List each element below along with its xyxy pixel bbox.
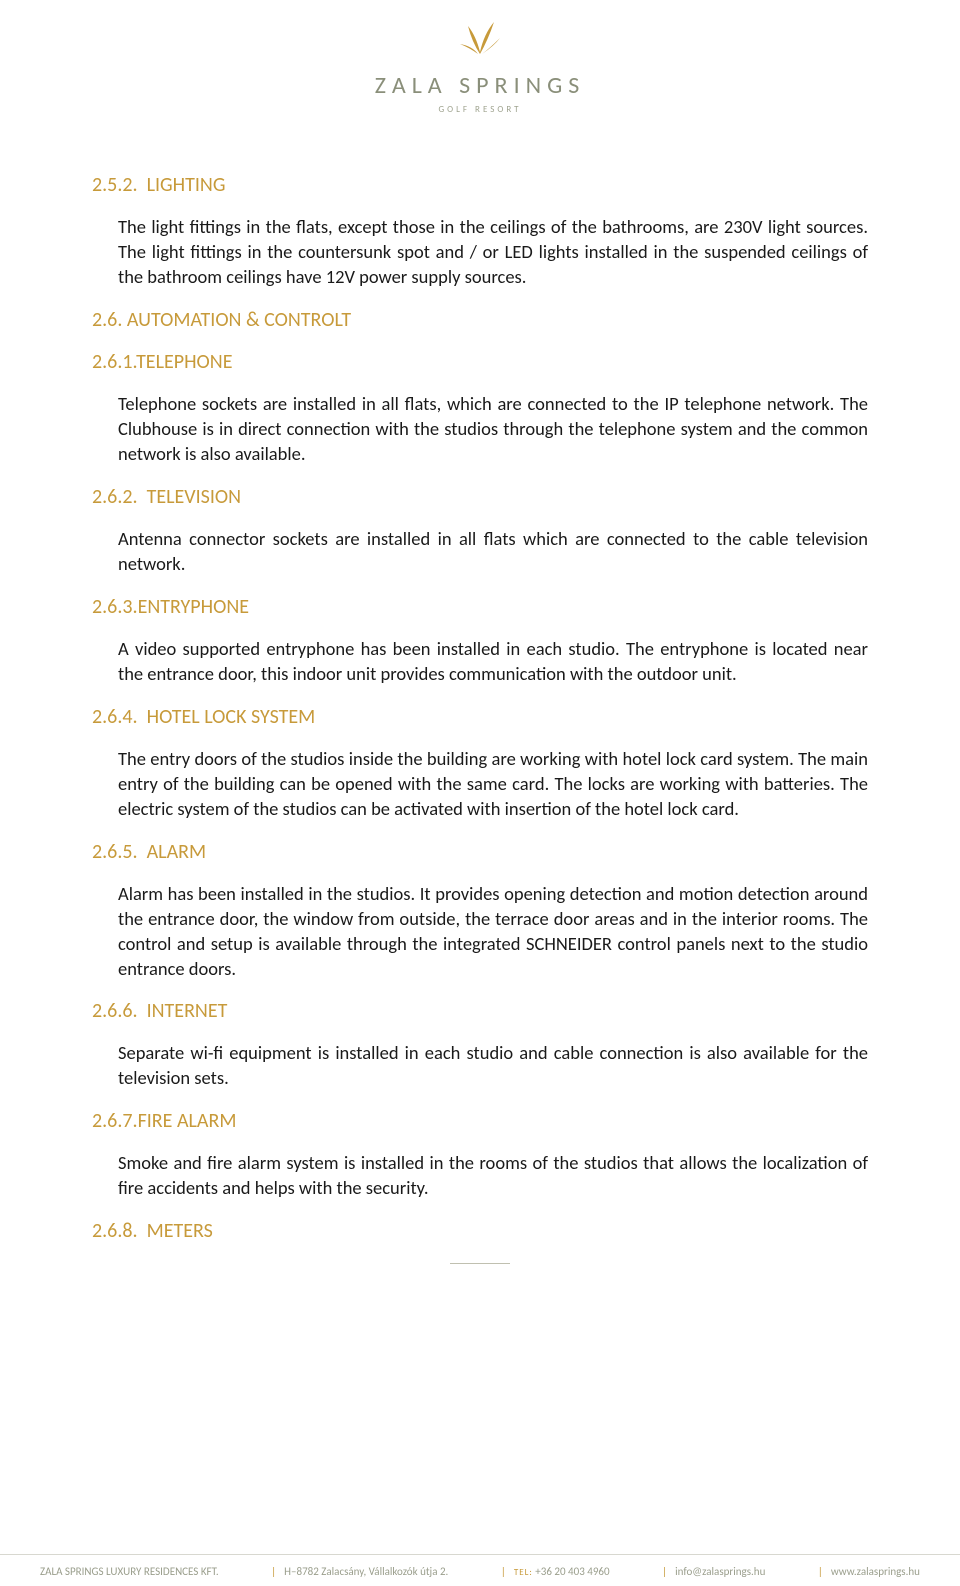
section-heading: 2.6. AUTOMATION & CONTROLT (92, 308, 868, 332)
section-title: TELEVISION (147, 485, 241, 509)
section-body: The entry doors of the studios inside th… (92, 747, 868, 822)
separator-icon: | (818, 1565, 823, 1578)
section-title: AUTOMATION & CONTROLT (127, 308, 351, 332)
section-title: METERS (147, 1219, 213, 1243)
section-number: 2.6. (92, 308, 122, 332)
footer-tel-label: TEL: (514, 1567, 533, 1578)
separator-icon: | (501, 1565, 506, 1578)
section-number: 2.6.8. (92, 1219, 138, 1243)
section-number: 2.5.2. (92, 173, 138, 197)
section-title: LIGHTING (147, 173, 226, 197)
footer-company: ZALA SPRINGS LUXURY RESIDENCES KFT. (40, 1565, 219, 1578)
section-number: 2.6.4. (92, 705, 138, 729)
footer-address: H–8782 Zalacsány, Vállalkozók útja 2. (284, 1565, 448, 1578)
section-body: Separate wi-fi equipment is installed in… (92, 1041, 868, 1091)
section-heading: 2.6.3.ENTRYPHONE (92, 595, 868, 619)
section-body: Smoke and fire alarm system is installed… (92, 1151, 868, 1201)
section-body: Telephone sockets are installed in all f… (92, 392, 868, 467)
section-body: Antenna connector sockets are installed … (92, 527, 868, 577)
section-heading: 2.5.2. LIGHTING (92, 173, 868, 197)
section-title: FIRE ALARM (138, 1109, 237, 1133)
brand-subtitle: GOLF RESORT (0, 104, 960, 115)
page-footer: ZALA SPRINGS LUXURY RESIDENCES KFT. | H–8… (0, 1554, 960, 1586)
logo-icon (450, 12, 510, 62)
section-heading: 2.6.7.FIRE ALARM (92, 1109, 868, 1133)
page-header: ZALA SPRINGS GOLF RESORT (0, 0, 960, 155)
section-body: The light fittings in the flats, except … (92, 215, 868, 290)
section-number: 2.6.7. (92, 1109, 138, 1133)
document-body: 2.5.2. LIGHTING The light fittings in th… (0, 173, 960, 1264)
section-title: HOTEL LOCK SYSTEM (147, 705, 316, 729)
section-heading: 2.6.2. TELEVISION (92, 485, 868, 509)
separator-icon: | (271, 1565, 276, 1578)
section-number: 2.6.3. (92, 595, 138, 619)
section-body: A video supported entryphone has been in… (92, 637, 868, 687)
section-title: INTERNET (147, 999, 228, 1023)
section-heading: 2.6.1.TELEPHONE (92, 350, 868, 374)
section-title: TELEPHONE (136, 350, 232, 374)
section-heading: 2.6.6. INTERNET (92, 999, 868, 1023)
section-number: 2.6.2. (92, 485, 138, 509)
section-number: 2.6.1. (92, 350, 136, 374)
section-title: ENTRYPHONE (138, 595, 249, 619)
footer-web: www.zalasprings.hu (831, 1565, 920, 1578)
section-heading: 2.6.5. ALARM (92, 840, 868, 864)
section-number: 2.6.5. (92, 840, 138, 864)
divider (450, 1263, 510, 1264)
separator-icon: | (662, 1565, 667, 1578)
section-heading: 2.6.4. HOTEL LOCK SYSTEM (92, 705, 868, 729)
section-title: ALARM (147, 840, 207, 864)
footer-email: info@zalasprings.hu (675, 1565, 765, 1578)
brand-name: ZALA SPRINGS (0, 71, 960, 100)
section-number: 2.6.6. (92, 999, 138, 1023)
section-body: Alarm has been installed in the studios.… (92, 882, 868, 982)
footer-tel: +36 20 403 4960 (535, 1565, 609, 1578)
section-heading: 2.6.8. METERS (92, 1219, 868, 1243)
